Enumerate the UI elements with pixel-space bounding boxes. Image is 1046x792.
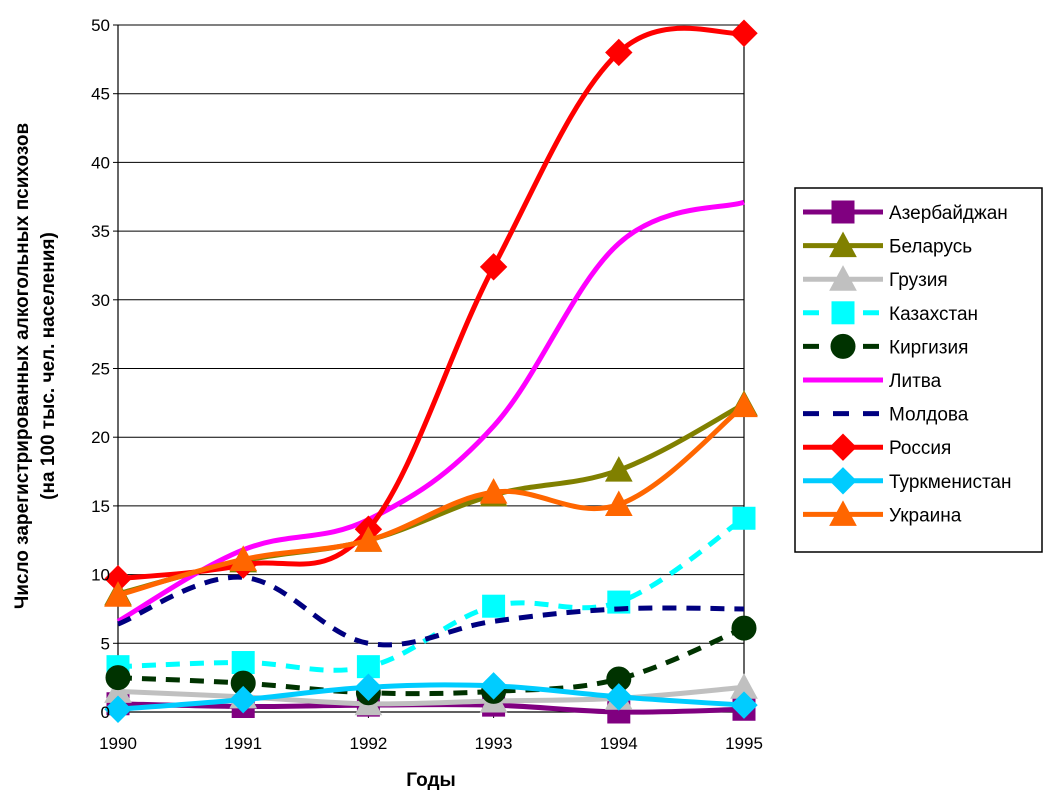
series-line xyxy=(116,199,745,624)
data-point xyxy=(604,456,633,482)
legend-item: Беларусь xyxy=(803,231,972,258)
legend-marker xyxy=(830,333,856,359)
x-axis-title: Годы xyxy=(406,770,455,791)
legend-label: Грузия xyxy=(889,270,948,291)
legend-marker xyxy=(829,433,857,461)
series-line xyxy=(117,574,745,648)
legend-label: Украина xyxy=(889,505,962,526)
x-tick-label: 1991 xyxy=(224,734,262,753)
series-8 xyxy=(104,672,758,723)
legend-label: Беларусь xyxy=(889,237,972,258)
data-point xyxy=(605,38,633,67)
legend-item: Литва xyxy=(803,371,942,392)
legend-label: Туркменистан xyxy=(889,472,1012,493)
y-tick-label: 5 xyxy=(101,634,110,653)
series-line xyxy=(117,682,745,712)
series-4 xyxy=(105,615,757,706)
legend-marker xyxy=(831,200,855,224)
data-point xyxy=(479,253,508,281)
legend-item: Киргизия xyxy=(803,333,968,359)
x-tick-label: 1994 xyxy=(600,734,638,753)
data-point xyxy=(731,615,757,641)
axes xyxy=(113,24,745,718)
legend-label: Казахстан xyxy=(889,304,978,325)
data-point xyxy=(229,685,257,714)
legend-item: Украина xyxy=(803,500,962,526)
x-tick-label: 1993 xyxy=(475,734,513,753)
legend-item: Грузия xyxy=(803,265,948,291)
tick-labels: 0 5 10 15 20 25 30 35 40 45 50 1990 1991 1992 1993 1994… xyxy=(91,16,763,753)
legend-item: Молдова xyxy=(803,405,969,426)
y-tick-label: 40 xyxy=(91,153,110,172)
legend-label: Азербайджан xyxy=(889,203,1008,224)
legend-marker xyxy=(829,231,857,258)
series-5 xyxy=(116,199,745,624)
data-point xyxy=(479,672,508,700)
legend-marker xyxy=(831,301,855,325)
y-axis-title-line1: Число зарегистрированных алкогольных пси… xyxy=(12,123,33,609)
data-point xyxy=(104,581,132,607)
data-point xyxy=(732,506,756,530)
data-point xyxy=(354,673,383,701)
data-point xyxy=(730,391,758,418)
legend-marker xyxy=(829,265,857,291)
data-point xyxy=(604,490,633,517)
legend-marker xyxy=(829,467,857,495)
legend-label: Молдова xyxy=(889,405,969,426)
legend-label: Россия xyxy=(889,438,951,459)
series-6 xyxy=(117,574,745,648)
legend-item: Россия xyxy=(803,433,951,461)
data-point xyxy=(605,683,633,711)
data-point xyxy=(730,691,758,719)
series-9 xyxy=(104,391,758,607)
y-axis-title: Число зарегистрированных алкогольных пси… xyxy=(12,123,59,609)
legend-marker xyxy=(829,500,857,526)
y-tick-label: 35 xyxy=(91,222,110,241)
data-point xyxy=(482,594,506,618)
data-point xyxy=(730,19,758,47)
data-point xyxy=(354,526,383,552)
y-axis-title-line2: (на 100 тыс. чел. населения) xyxy=(38,232,59,500)
series-line xyxy=(117,403,746,598)
legend-item: Туркменистан xyxy=(803,467,1012,495)
y-tick-label: 0 xyxy=(101,703,110,722)
data-point xyxy=(231,651,255,675)
series-line xyxy=(117,625,745,697)
y-tick-label: 30 xyxy=(91,291,110,310)
series-line xyxy=(117,25,745,582)
y-tick-label: 15 xyxy=(91,497,110,516)
legend-label: Киргизия xyxy=(889,337,968,358)
series-3 xyxy=(106,506,756,679)
y-tick-label: 20 xyxy=(91,428,110,447)
x-tick-label: 1995 xyxy=(725,734,763,753)
x-tick-label: 1990 xyxy=(99,734,137,753)
data-point xyxy=(105,665,131,691)
legend-item: Казахстан xyxy=(803,301,978,325)
legend: Азербайджан Беларусь Грузия Казахстан Киргиз… xyxy=(794,187,1043,553)
y-tick-label: 50 xyxy=(91,16,110,35)
data-point xyxy=(104,695,132,723)
data-point xyxy=(479,478,508,504)
gridlines xyxy=(118,24,744,644)
legend-item: Азербайджан xyxy=(803,200,1008,224)
x-tick-label: 1992 xyxy=(349,734,387,753)
y-tick-label: 25 xyxy=(91,360,110,379)
series-line xyxy=(117,516,746,673)
legend-label: Литва xyxy=(889,371,942,392)
y-tick-label: 10 xyxy=(91,566,110,585)
data-point xyxy=(229,545,258,571)
y-tick-label: 45 xyxy=(91,85,110,104)
series-lines xyxy=(104,19,758,724)
